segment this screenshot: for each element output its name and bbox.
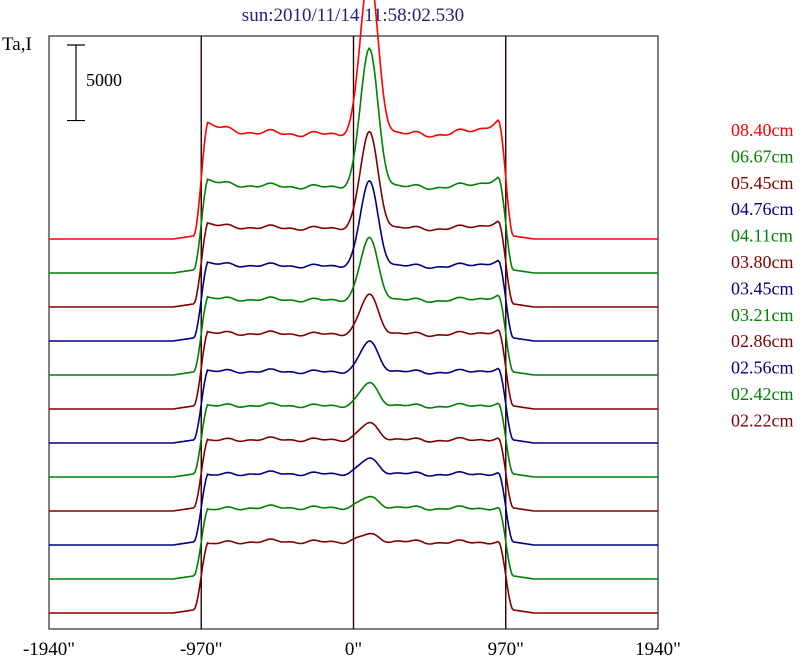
- legend-entry: 02.42cm: [731, 384, 794, 404]
- x-tick-label: -970": [180, 639, 223, 660]
- series-lines: [49, 0, 658, 614]
- series-line-03-80cm: [49, 293, 658, 410]
- legend-entry: 04.11cm: [731, 226, 793, 246]
- legend-entry: 03.21cm: [731, 305, 794, 325]
- series-line-02-22cm: [49, 532, 658, 614]
- series-line-02-56cm: [49, 457, 658, 546]
- scale-bar: 5000: [67, 44, 122, 122]
- series-line-02-42cm: [49, 495, 658, 580]
- series-line-04-76cm: [49, 179, 658, 342]
- legend: 08.40cm 06.67cm 05.45cm 04.76cm 04.11cm 03.80…: [731, 120, 794, 430]
- x-tick-labels: -1940" -970" 0" 970" 1940": [23, 639, 681, 660]
- series-line-03-21cm: [49, 381, 658, 478]
- series-line-02-86cm: [49, 421, 658, 512]
- legend-entry: 03.80cm: [731, 252, 794, 272]
- legend-entry: 06.67cm: [731, 146, 794, 166]
- series-line-08-40cm: [49, 0, 658, 240]
- legend-entry: 05.45cm: [731, 173, 794, 193]
- legend-entry: 02.22cm: [731, 410, 794, 430]
- series-line-04-11cm: [49, 236, 658, 376]
- series-line-05-45cm: [49, 130, 658, 308]
- x-tick-label: 1940": [635, 639, 681, 660]
- x-tick-label: 0": [345, 639, 362, 660]
- scale-bar-label: 5000: [86, 70, 122, 90]
- legend-entry: 08.40cm: [731, 120, 794, 140]
- chart-title: sun:2010/11/14 11:58:02.530: [242, 5, 464, 26]
- legend-entry: 04.76cm: [731, 199, 794, 219]
- y-axis-label: Ta,I: [2, 34, 32, 55]
- series-line-03-45cm: [49, 340, 658, 444]
- series-line-06-67cm: [49, 46, 658, 274]
- legend-entry: 02.56cm: [731, 358, 794, 378]
- legend-entry: 02.86cm: [731, 331, 794, 351]
- legend-entry: 03.45cm: [731, 278, 794, 298]
- x-tick-label: -1940": [23, 639, 75, 660]
- x-tick-label: 970": [488, 639, 524, 660]
